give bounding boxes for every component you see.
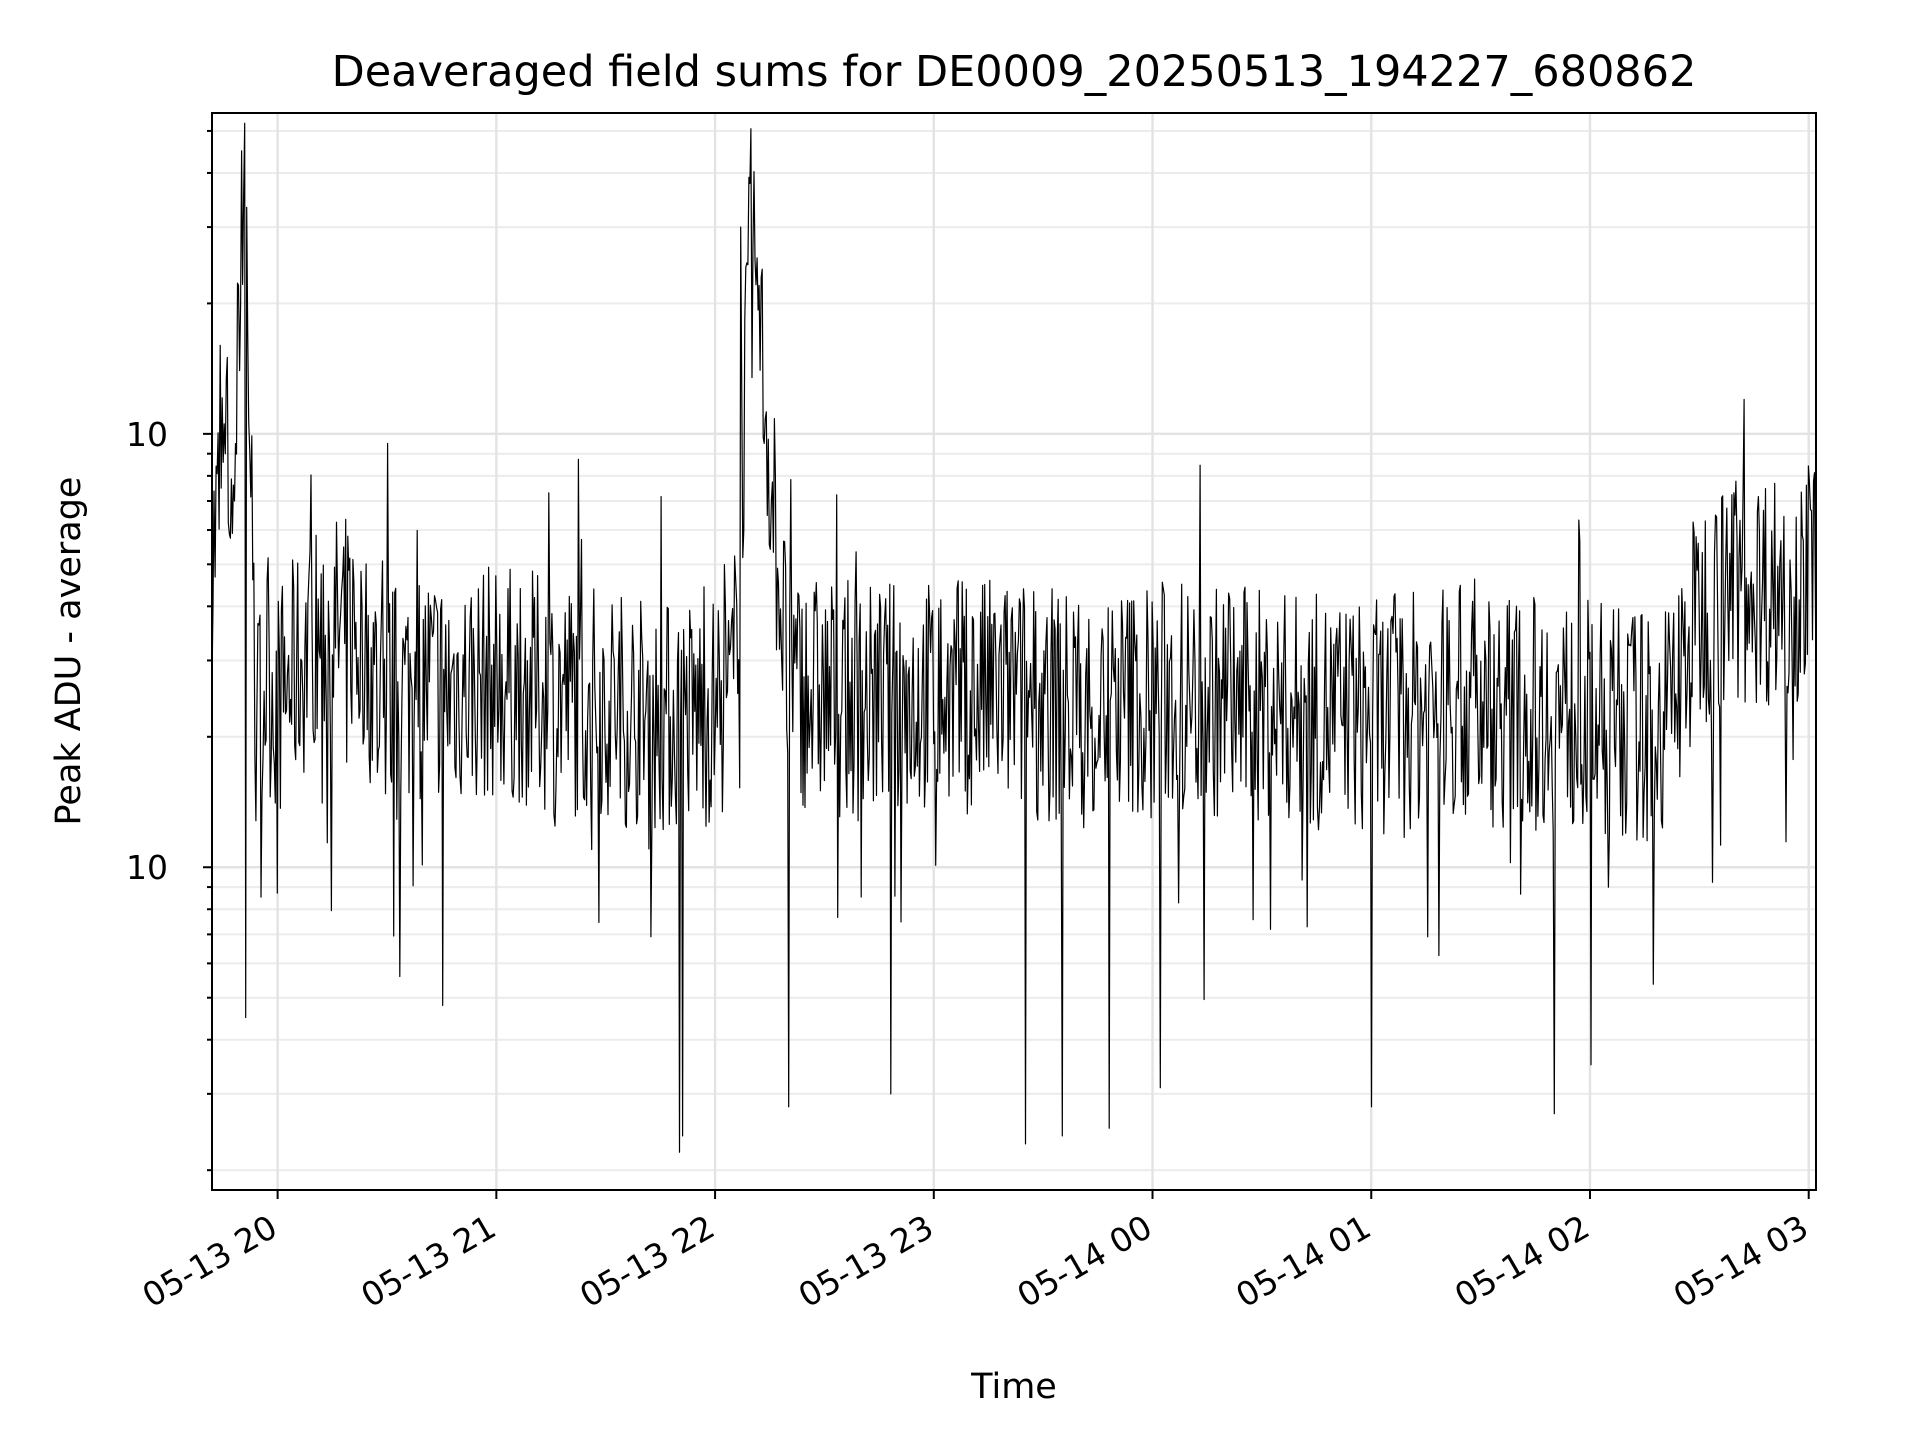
x-axis-label: Time (970, 1367, 1057, 1407)
x-tick-label: 05-13 21 (354, 1207, 502, 1315)
x-tick-label: 05-14 00 (1011, 1207, 1159, 1315)
y-tick-label: 10 (126, 848, 168, 887)
x-tick-label: 05-14 03 (1667, 1207, 1815, 1315)
x-tick-label: 05-13 22 (573, 1207, 721, 1315)
y-axis-label: Peak ADU - average (49, 477, 89, 826)
x-tick-label: 05-13 20 (136, 1207, 284, 1315)
series-line (211, 122, 1817, 1153)
plot-area (211, 112, 1817, 1191)
series-layer (211, 122, 1817, 1153)
y-axis-tick-labels: 105106 (126, 415, 168, 887)
grid (212, 113, 1816, 1190)
x-tick-label: 05-13 23 (792, 1207, 940, 1315)
chart-title: Deaveraged field sums for DE0009_2025051… (332, 47, 1697, 97)
x-tick-label: 05-14 01 (1229, 1207, 1377, 1315)
y-tick-label: 10 (126, 415, 168, 454)
x-tick-label: 05-14 02 (1448, 1207, 1596, 1315)
x-axis-tick-labels: 05-13 20 05-13 21 05-13 22 05-13 23 05-14 00… (136, 1207, 1815, 1315)
axis-ticks (203, 129, 1810, 1199)
